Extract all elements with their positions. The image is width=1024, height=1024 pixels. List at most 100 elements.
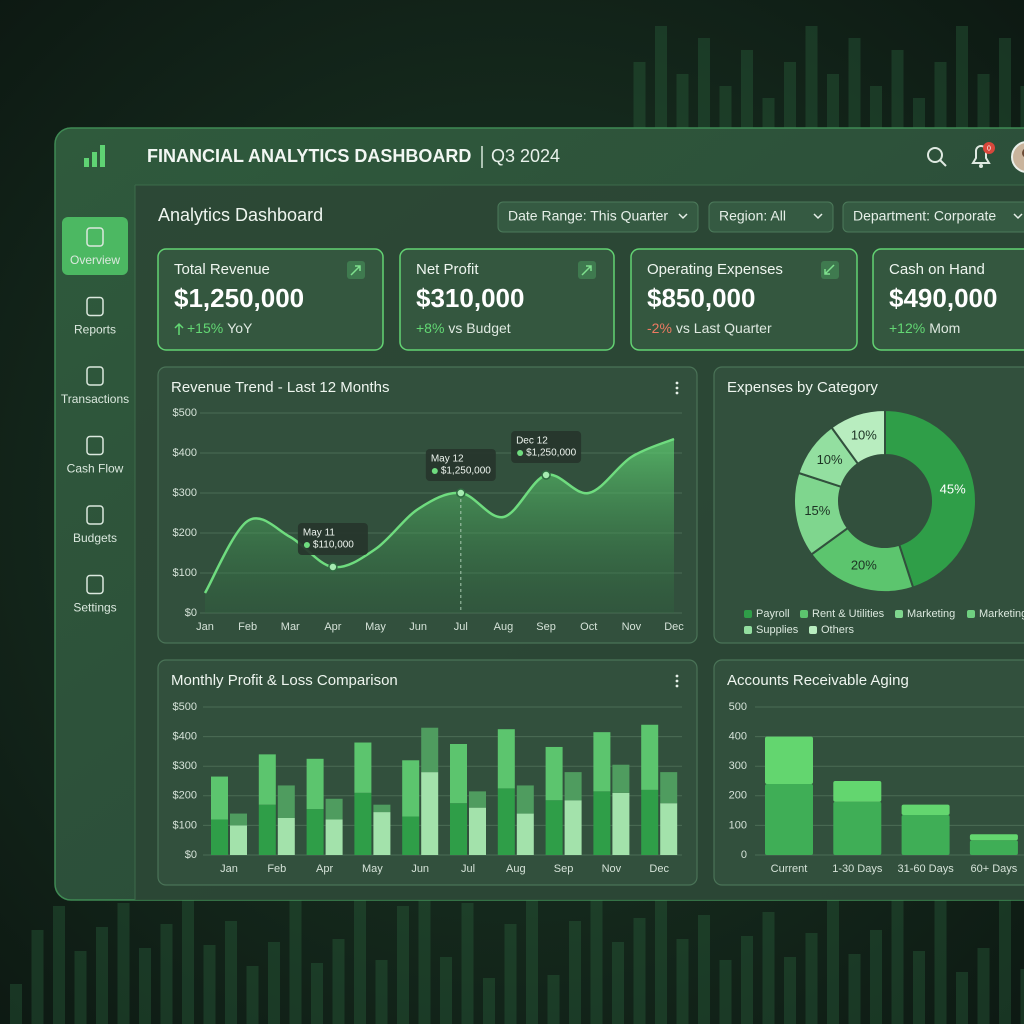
bar (593, 732, 611, 792)
slice-label: 10% (817, 452, 843, 467)
kpi-icon (824, 264, 835, 275)
background-bar (913, 951, 925, 1024)
background-bar (848, 38, 861, 128)
background-bar (784, 62, 796, 128)
tooltip-dot (431, 468, 438, 474)
period: Q3 2024 (491, 146, 560, 166)
change-text: vs Budget (448, 320, 510, 336)
change-value: -2% (647, 320, 672, 336)
chart-title: Monthly Profit & Loss Comparison (171, 672, 398, 689)
y-tick-label: $400 (173, 731, 197, 743)
search-button[interactable] (927, 147, 947, 167)
bar (373, 812, 391, 855)
x-tick-label: Nov (602, 863, 622, 875)
bar (258, 804, 276, 855)
legend-label: Others (821, 624, 855, 636)
background-bar (96, 927, 108, 1024)
y-tick-label: 200 (729, 790, 747, 802)
background-bar (891, 876, 904, 1024)
background-bar (784, 957, 796, 1024)
sidebar-item[interactable]: Reports (74, 296, 116, 337)
x-tick-label: Feb (267, 863, 286, 875)
background-bar (483, 978, 495, 1024)
background-bar (225, 921, 237, 1024)
background-bar (246, 966, 259, 1024)
sidebar-item[interactable]: Cash Flow (67, 435, 124, 476)
filter-dropdown[interactable]: Date Range: This Quarter (497, 201, 699, 233)
background-bar (633, 918, 646, 1024)
background-bar (655, 26, 667, 128)
kpi-label: Operating Expenses (647, 261, 783, 278)
y-tick-label: $300 (173, 760, 197, 772)
background-bar (526, 900, 538, 1024)
y-tick-label: $300 (173, 487, 197, 499)
bar (612, 792, 630, 855)
bar (660, 772, 678, 804)
menu-dot (675, 684, 679, 688)
notification-count: 0 (987, 145, 991, 152)
x-tick-label: Aug (494, 621, 514, 633)
filter-dropdown[interactable]: Region: All (708, 201, 834, 233)
bar (641, 789, 659, 855)
bar (354, 742, 372, 793)
sidebar-label: Overview (70, 253, 120, 267)
background-bar (698, 915, 710, 1024)
tooltip-text: $1,250,000 (526, 448, 576, 459)
bar (325, 819, 343, 855)
background-bar (848, 954, 861, 1024)
bar (277, 785, 295, 818)
y-tick-label: $200 (173, 527, 197, 539)
bar (612, 764, 630, 793)
kpi-icon (581, 265, 592, 276)
point (541, 470, 551, 480)
sidebar-label: Budgets (73, 531, 117, 545)
sidebar-item[interactable]: Transactions (61, 366, 129, 406)
background-bar (913, 98, 925, 128)
bell-icon (979, 164, 983, 168)
x-tick-label: 60+ Days (971, 863, 1018, 875)
x-tick-label: May (365, 621, 386, 633)
sidebar-item[interactable]: Budgets (73, 505, 117, 545)
bar (545, 746, 563, 801)
background-bar (870, 86, 882, 128)
tooltip-dot (303, 542, 310, 548)
notification-badge (983, 142, 995, 154)
legend-swatch (744, 610, 752, 618)
menu-dot (675, 391, 679, 395)
background-bar (999, 894, 1011, 1024)
background-bar (956, 972, 968, 1024)
bar (660, 803, 678, 855)
background-bar (53, 906, 65, 1024)
bar (373, 804, 391, 813)
x-tick-label: Sep (536, 621, 556, 633)
point (456, 488, 466, 498)
background-bar (805, 933, 818, 1024)
more-menu[interactable] (675, 381, 679, 395)
tooltip (297, 523, 368, 555)
y-tick-label: $200 (173, 790, 197, 802)
background-bar (741, 50, 753, 128)
notifications-button[interactable]: 0 (971, 142, 995, 168)
bar (901, 804, 950, 816)
bar (211, 776, 228, 820)
filter-dropdown[interactable]: Department: Corporate (842, 201, 1024, 233)
background-bar (547, 975, 560, 1024)
kpi-value: $850,000 (647, 283, 755, 313)
kpi-value: $490,000 (889, 283, 997, 313)
background-bar (977, 948, 990, 1024)
background-bar (719, 960, 732, 1024)
bar (421, 727, 439, 773)
background-bar (354, 885, 366, 1024)
more-menu[interactable] (675, 674, 679, 688)
logo (84, 145, 105, 167)
tooltip-text: $110,000 (313, 540, 354, 551)
sidebar-item[interactable]: Settings (73, 574, 117, 615)
filter-label: Region: All (719, 208, 786, 224)
bar (765, 736, 813, 784)
background-bar (741, 936, 753, 1024)
sidebar-item[interactable]: Overview (70, 227, 120, 267)
bar (402, 816, 420, 855)
background-bar (612, 942, 624, 1024)
chart-card (713, 366, 1024, 644)
